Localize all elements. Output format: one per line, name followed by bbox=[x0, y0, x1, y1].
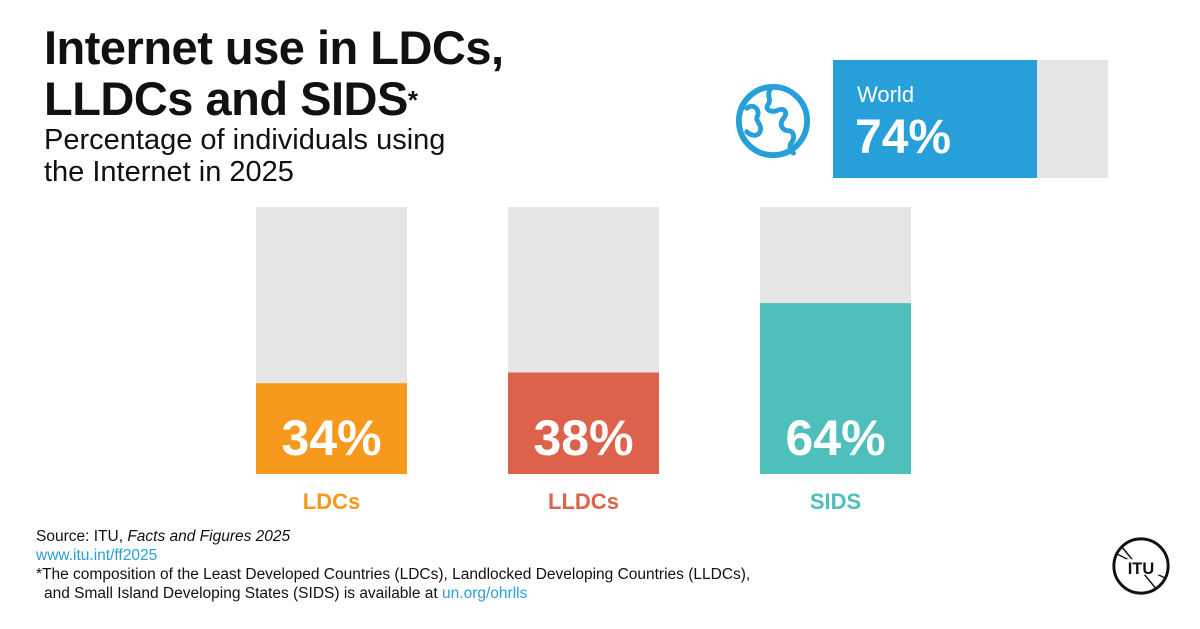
category-label-sids: SIDS bbox=[810, 489, 861, 514]
title-line-2: LLDCs and SIDS* bbox=[44, 73, 504, 124]
world-indicator: World 74% bbox=[734, 60, 1108, 178]
world-label: World bbox=[857, 82, 915, 107]
footnote-text: and Small Island Developing States (SIDS… bbox=[44, 585, 443, 602]
source-link[interactable]: www.itu.int/ff2025 bbox=[36, 547, 158, 564]
world-value-label: 74% bbox=[855, 111, 952, 164]
itu-logo-text: ITU bbox=[1128, 560, 1155, 578]
subtitle-line-1: Percentage of individuals using bbox=[44, 124, 446, 156]
bar-sids bbox=[760, 303, 911, 474]
world-bar-fill bbox=[833, 60, 1037, 178]
itu-logo-icon: ITU bbox=[1112, 537, 1170, 595]
value-label-sids: 64% bbox=[785, 410, 885, 466]
footnote-line-2: and Small Island Developing States (SIDS… bbox=[44, 584, 527, 603]
title-line-2-text: LLDCs and SIDS bbox=[44, 72, 408, 125]
world-bar-track: World 74% bbox=[833, 60, 1108, 178]
value-label-ldcs: 34% bbox=[281, 410, 381, 466]
title-asterisk: * bbox=[407, 85, 418, 115]
source-prefix: Source: ITU, bbox=[36, 528, 128, 545]
subtitle-line-2: the Internet in 2025 bbox=[44, 156, 294, 188]
category-label-ldcs: LDCs bbox=[303, 489, 360, 514]
globe-icon bbox=[735, 83, 811, 159]
chart-subtitle: Percentage of individuals using the Inte… bbox=[44, 124, 445, 188]
category-label-lldcs: LLDCs bbox=[548, 489, 619, 514]
chart-title: Internet use in LDCs, LLDCs and SIDS* bbox=[44, 22, 504, 124]
value-label-lldcs: 38% bbox=[533, 410, 633, 466]
ohrlls-link[interactable]: un.org/ohrlls bbox=[442, 585, 528, 602]
title-line-1: Internet use in LDCs, bbox=[44, 21, 504, 74]
bar-lldcs bbox=[508, 372, 659, 474]
source-title: Facts and Figures 2025 bbox=[127, 528, 291, 545]
source-line: Source: ITU, Facts and Figures 2025 bbox=[36, 527, 290, 546]
bar-ldcs bbox=[256, 383, 407, 474]
footnote-line-1: *The composition of the Least Developed … bbox=[36, 566, 751, 583]
